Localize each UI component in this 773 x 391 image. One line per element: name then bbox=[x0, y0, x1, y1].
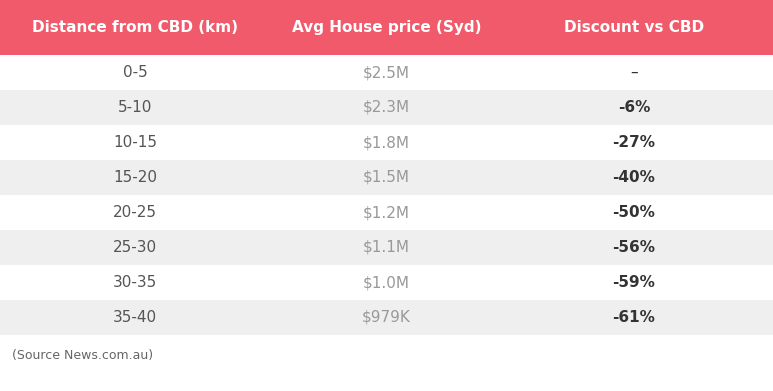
Text: Discount vs CBD: Discount vs CBD bbox=[564, 20, 704, 35]
Text: 15-20: 15-20 bbox=[114, 170, 157, 185]
Bar bbox=[0, 160, 773, 195]
Text: Distance from CBD (km): Distance from CBD (km) bbox=[32, 20, 238, 35]
Bar bbox=[0, 230, 773, 265]
Text: 20-25: 20-25 bbox=[114, 205, 157, 220]
Text: Avg House price (Syd): Avg House price (Syd) bbox=[291, 20, 482, 35]
Text: -59%: -59% bbox=[612, 275, 656, 290]
Text: $1.1M: $1.1M bbox=[363, 240, 410, 255]
Text: $1.0M: $1.0M bbox=[363, 275, 410, 290]
Bar bbox=[0, 0, 773, 55]
Text: -56%: -56% bbox=[612, 240, 656, 255]
Text: -40%: -40% bbox=[612, 170, 656, 185]
Text: -6%: -6% bbox=[618, 100, 650, 115]
Text: $2.3M: $2.3M bbox=[363, 100, 410, 115]
Text: $1.5M: $1.5M bbox=[363, 170, 410, 185]
Text: -27%: -27% bbox=[612, 135, 656, 150]
Bar bbox=[0, 125, 773, 160]
Text: $2.5M: $2.5M bbox=[363, 65, 410, 80]
Text: (Source News.com.au): (Source News.com.au) bbox=[12, 349, 153, 362]
Bar bbox=[0, 195, 773, 230]
Bar bbox=[0, 55, 773, 90]
Text: -50%: -50% bbox=[612, 205, 656, 220]
Text: 30-35: 30-35 bbox=[113, 275, 158, 290]
Bar bbox=[0, 265, 773, 300]
Text: -61%: -61% bbox=[612, 310, 656, 325]
Bar bbox=[0, 90, 773, 125]
Text: 10-15: 10-15 bbox=[114, 135, 157, 150]
Text: –: – bbox=[630, 65, 638, 80]
Text: 25-30: 25-30 bbox=[113, 240, 158, 255]
Text: 35-40: 35-40 bbox=[113, 310, 158, 325]
Text: $1.8M: $1.8M bbox=[363, 135, 410, 150]
Text: 5-10: 5-10 bbox=[118, 100, 152, 115]
Text: $979K: $979K bbox=[362, 310, 411, 325]
Bar bbox=[0, 300, 773, 335]
Text: 0-5: 0-5 bbox=[123, 65, 148, 80]
Text: $1.2M: $1.2M bbox=[363, 205, 410, 220]
